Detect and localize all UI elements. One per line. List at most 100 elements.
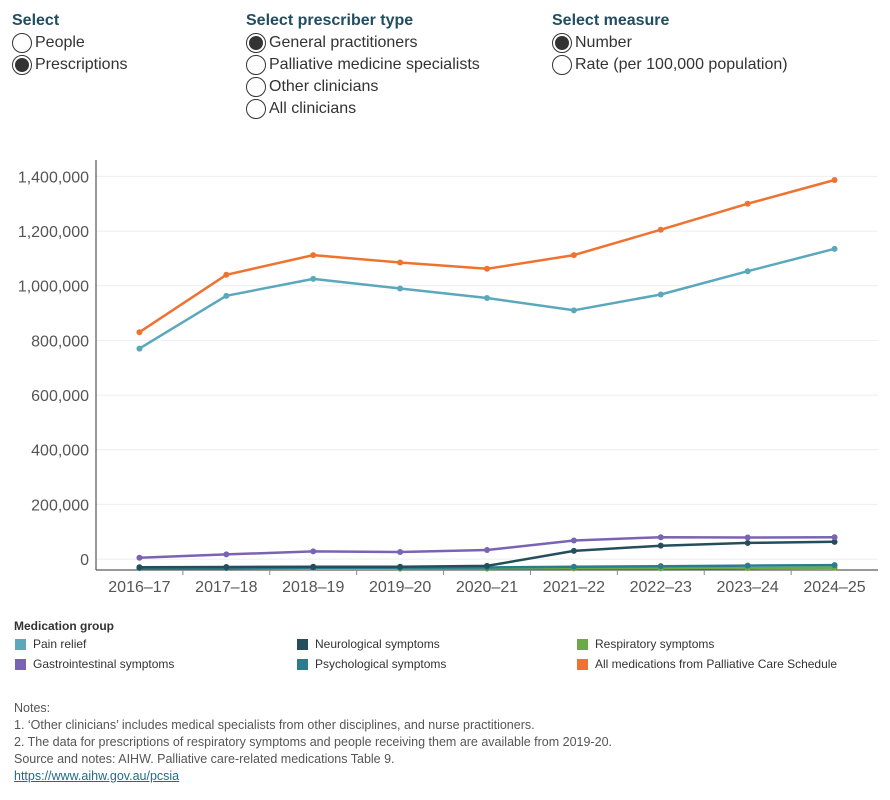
data-point-1 [136,345,143,352]
data-point-3 [397,563,404,570]
radio-general-practitioners[interactable]: General practitioners [246,32,480,54]
legend-title: Medication group [14,619,114,633]
radio-other-clinicians-label[interactable]: Other clinicians [269,78,379,95]
data-point-3 [744,539,751,546]
x-tick-label: 2018–19 [282,579,344,596]
radio-people-label[interactable]: People [35,34,85,51]
data-point-0 [310,252,317,259]
y-tick-label: 400,000 [31,443,89,460]
data-point-3 [570,547,577,554]
data-point-1 [744,268,751,275]
legend-item-neurological[interactable]: Neurological symptoms [297,637,440,651]
data-point-4 [744,562,751,569]
radio-prescriptions-circle[interactable] [12,55,32,75]
radio-palliative-specialists[interactable]: Palliative medicine specialists [246,54,480,76]
legend-label-all-medications: All medications from Palliative Care Sch… [595,657,838,671]
radio-palliative-specialists-circle[interactable] [246,55,266,75]
radio-rate-circle[interactable] [552,55,572,75]
notes-heading: Notes: [14,701,51,715]
radio-other-clinicians-circle[interactable] [246,77,266,97]
data-point-0 [831,176,838,183]
radio-general-practitioners-label[interactable]: General practitioners [269,34,418,51]
radio-all-clinicians-label[interactable]: All clinicians [269,100,357,117]
data-point-3 [223,563,230,570]
y-tick-label: 800,000 [31,333,89,350]
radio-prescriptions[interactable]: Prescriptions [12,54,127,76]
measure-filter-title: Select measure [552,12,670,29]
select-filter: Select People Prescriptions [12,12,127,76]
legend-label-gastrointestinal: Gastrointestinal symptoms [33,657,175,671]
y-tick-label: 1,200,000 [18,224,89,241]
data-point-1 [657,291,664,298]
radio-number-label[interactable]: Number [575,34,632,51]
legend-item-gastrointestinal[interactable]: Gastrointestinal symptoms [15,657,174,671]
radio-prescriptions-label[interactable]: Prescriptions [35,56,128,73]
radio-number[interactable]: Number [552,32,788,54]
x-tick-label: 2021–22 [543,579,605,596]
series-line-0 [138,178,835,334]
data-point-3 [657,542,664,549]
data-point-0 [223,271,230,278]
legend-item-psychological[interactable]: Psychological symptoms [297,657,446,671]
data-point-4 [570,563,577,570]
x-tick-label: 2022–23 [630,579,692,596]
data-point-2 [570,537,577,544]
data-point-0 [570,252,577,259]
legend-swatch-neurological [297,638,308,650]
x-tick-label: 2023–24 [717,579,779,596]
data-point-1 [831,245,838,252]
x-tick-label: 2020–21 [456,579,518,596]
data-point-1 [570,307,577,314]
data-point-2 [136,554,143,561]
data-point-0 [657,226,664,233]
y-tick-label: 0 [80,552,89,569]
measure-filter: Select measure Number Rate (per 100,000 … [552,12,788,76]
legend-swatch-all-medications [577,658,588,670]
legend-swatch-gastrointestinal [15,658,26,670]
data-point-2 [223,551,230,558]
notes: Notes: 1. ‘Other clinicians’ includes me… [14,700,612,785]
radio-palliative-specialists-label[interactable]: Palliative medicine specialists [269,56,480,73]
radio-rate[interactable]: Rate (per 100,000 population) [552,54,788,76]
radio-general-practitioners-circle[interactable] [246,33,266,53]
radio-all-clinicians-circle[interactable] [246,99,266,119]
select-filter-title: Select [12,12,60,29]
y-tick-label: 200,000 [31,497,89,514]
data-point-0 [744,200,751,207]
data-point-1 [223,292,230,299]
data-point-2 [831,534,838,541]
legend-label-neurological: Neurological symptoms [315,637,440,651]
data-point-4 [657,563,664,570]
x-tick-label: 2019–20 [369,579,431,596]
prescriber-filter: Select prescriber type General practitio… [246,12,480,120]
radio-people[interactable]: People [12,32,127,54]
x-tick-label: 2016–17 [108,579,170,596]
radio-number-circle[interactable] [552,33,572,53]
legend-swatch-psychological [297,658,308,670]
legend-item-respiratory[interactable]: Respiratory symptoms [577,637,714,651]
radio-all-clinicians[interactable]: All clinicians [246,98,480,120]
notes-line-2: 2. The data for prescriptions of respira… [14,735,612,749]
data-point-3 [484,562,490,569]
legend-swatch-respiratory [577,638,588,650]
radio-other-clinicians[interactable]: Other clinicians [246,76,480,98]
data-point-3 [310,563,317,570]
legend-item-all-medications[interactable]: All medications from Palliative Care Sch… [577,657,837,671]
data-point-1 [397,285,404,292]
legend-label-pain-relief: Pain relief [33,637,87,651]
radio-rate-label[interactable]: Rate (per 100,000 population) [575,56,788,73]
data-point-2 [744,534,751,541]
data-point-2 [397,548,404,555]
data-point-4 [831,562,838,569]
data-point-3 [831,538,838,545]
radio-people-circle[interactable] [12,33,32,53]
data-point-0 [136,329,143,336]
data-point-0 [484,265,490,272]
data-point-2 [657,534,664,541]
notes-source: Source and notes: AIHW. Palliative care-… [14,752,395,766]
data-point-1 [310,275,317,282]
legend-item-pain-relief[interactable]: Pain relief [15,637,86,651]
notes-link[interactable]: https://www.aihw.gov.au/pcsia [14,769,180,783]
y-tick-label: 1,000,000 [18,279,89,296]
data-point-1 [484,295,490,302]
